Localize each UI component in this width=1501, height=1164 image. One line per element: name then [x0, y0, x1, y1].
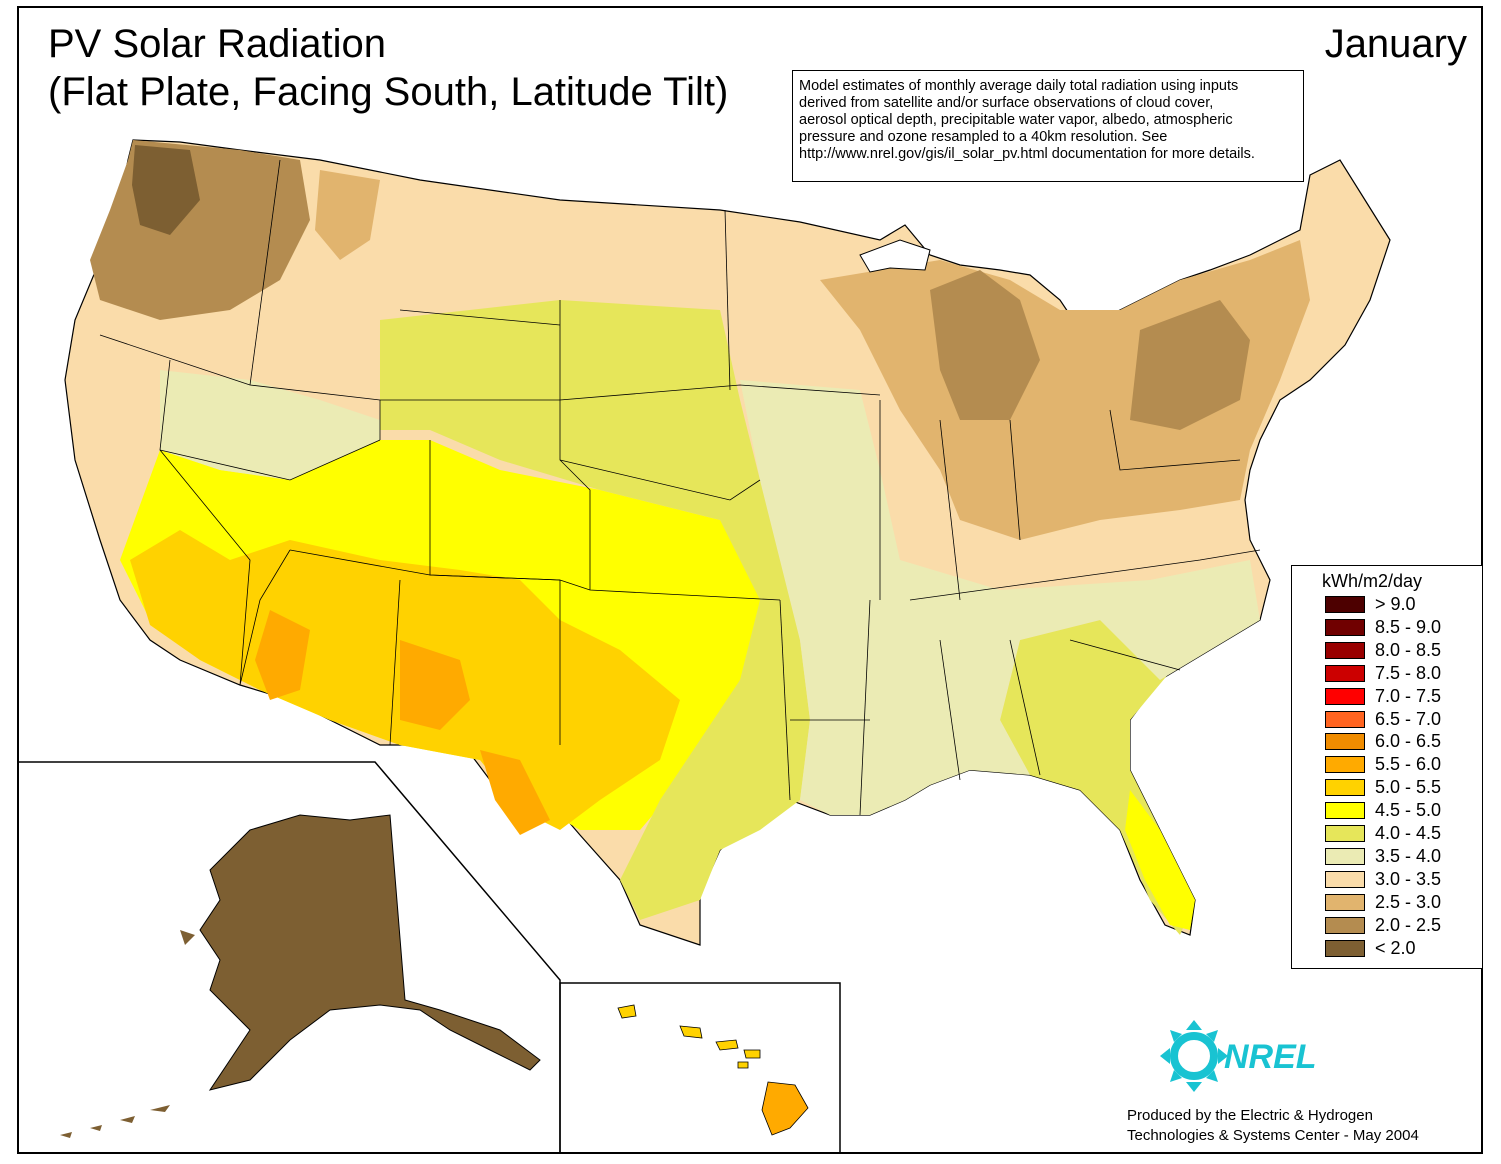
- nrel-logo-text: NREL: [1224, 1038, 1317, 1076]
- title-line-1: PV Solar Radiation: [48, 22, 386, 66]
- legend-label: 7.5 - 8.0: [1375, 662, 1442, 683]
- legend-swatch: [1325, 870, 1365, 888]
- legend-label: 4.0 - 4.5: [1375, 823, 1442, 843]
- legend-label: 5.5 - 6.0: [1375, 754, 1442, 775]
- hawaii-inset-border: [559, 982, 841, 1154]
- legend-swatch: [1325, 939, 1365, 957]
- legend-label: 2.0 - 2.5: [1375, 914, 1442, 935]
- legend-title: kWh/m2/day: [1322, 571, 1423, 591]
- legend-swatch: [1325, 847, 1365, 865]
- description-line: pressure and ozone resampled to a 40km r…: [799, 129, 1168, 145]
- state-borders: [99, 159, 1261, 816]
- legend-item: 3.5 - 4.0: [1325, 846, 1475, 867]
- legend-swatch: [1325, 893, 1365, 911]
- legend-label: 3.0 - 3.5: [1375, 868, 1442, 889]
- nrel-logo-mark: [1160, 1020, 1228, 1092]
- legend-label: 8.0 - 8.5: [1375, 639, 1442, 660]
- legend-item: 7.5 - 8.0: [1325, 663, 1475, 684]
- legend-swatch: [1325, 733, 1365, 751]
- hawaii-big-island: [761, 1081, 809, 1136]
- aleutian-islands: [60, 930, 195, 1138]
- legend-item: < 2.0: [1325, 938, 1475, 959]
- credit-line-2: Technologies & Systems Center - May 2004: [1127, 1127, 1419, 1144]
- title-line-2: (Flat Plate, Facing South, Latitude Tilt…: [48, 70, 729, 114]
- legend-item: 2.5 - 3.0: [1325, 892, 1475, 913]
- legend-item: 3.0 - 3.5: [1325, 869, 1475, 890]
- legend-label: < 2.0: [1375, 937, 1416, 958]
- alaska: [199, 814, 541, 1091]
- legend-item: 8.0 - 8.5: [1325, 640, 1475, 661]
- credit: Produced by the Electric & Hydrogen Tech…: [1127, 1106, 1419, 1146]
- washington-lowest-zone: [132, 145, 200, 235]
- credit-line-1: Produced by the Electric & Hydrogen: [1127, 1107, 1373, 1124]
- legend-item: > 9.0: [1325, 594, 1475, 615]
- legend-label: 3.5 - 4.0: [1375, 845, 1442, 866]
- description-line: aerosol optical depth, precipitable wate…: [799, 112, 1233, 128]
- legend-swatch: [1325, 802, 1365, 820]
- legend-item: 4.5 - 5.0: [1325, 800, 1475, 821]
- legend: kWh/m2/day > 9.0 8.5 - 9.0 8.0 - 8.5 7.5 - …: [1291, 565, 1483, 969]
- description-line: derived from satellite and/or surface ob…: [799, 95, 1214, 111]
- description-link-line: http://www.nrel.gov/gis/il_solar_pv.html…: [799, 146, 1255, 162]
- michigan-lowest-zone: [930, 270, 1250, 430]
- legend-swatch: [1325, 825, 1365, 842]
- legend-item: 5.5 - 6.0: [1325, 754, 1475, 775]
- legend-item: 2.0 - 2.5: [1325, 915, 1475, 936]
- hawaii-islands: [617, 1004, 761, 1069]
- legend-label: > 9.0: [1375, 594, 1416, 614]
- description-box: Model estimates of monthly average daily…: [792, 70, 1304, 182]
- legend-item: 4.0 - 4.5: [1325, 823, 1475, 844]
- legend-label: 8.5 - 9.0: [1375, 616, 1442, 637]
- legend-swatch: [1325, 779, 1365, 797]
- month-label: January: [1324, 22, 1467, 66]
- legend-swatch: [1325, 710, 1365, 728]
- legend-item: 8.5 - 9.0: [1325, 617, 1475, 638]
- legend-item: 6.5 - 7.0: [1325, 709, 1475, 730]
- legend-label: 4.5 - 5.0: [1375, 800, 1442, 821]
- legend-label: 6.5 - 7.0: [1375, 708, 1442, 729]
- lake-superior: [859, 239, 931, 273]
- legend-swatch: [1325, 618, 1365, 636]
- legend-swatch: [1325, 756, 1365, 774]
- montana-zone: [315, 170, 380, 260]
- legend-item: 7.0 - 7.5: [1325, 686, 1475, 707]
- legend-label: 2.5 - 3.0: [1375, 891, 1442, 912]
- legend-label: 5.0 - 5.5: [1375, 777, 1442, 798]
- desert-peak-zone: [255, 610, 550, 835]
- legend-swatch: [1325, 916, 1365, 934]
- description-line: Model estimates of monthly average daily…: [799, 78, 1239, 94]
- legend-swatch: [1325, 596, 1365, 613]
- legend-swatch: [1325, 641, 1365, 659]
- legend-label: 7.0 - 7.5: [1375, 685, 1442, 706]
- legend-swatch: [1325, 687, 1365, 705]
- florida-zone: [1125, 790, 1195, 930]
- nrel-logo: NREL: [1160, 1020, 1317, 1092]
- midsouth-zone: [740, 380, 1260, 815]
- nevada-idaho-zone: [160, 370, 380, 480]
- map-title: PV Solar Radiation (Flat Plate, Facing S…: [48, 20, 728, 116]
- legend-item: 5.0 - 5.5: [1325, 777, 1475, 798]
- plains-zone: [380, 300, 810, 920]
- legend-item: 6.0 - 6.5: [1325, 731, 1475, 752]
- legend-swatch: [1325, 664, 1365, 682]
- legend-label: 6.0 - 6.5: [1375, 731, 1442, 752]
